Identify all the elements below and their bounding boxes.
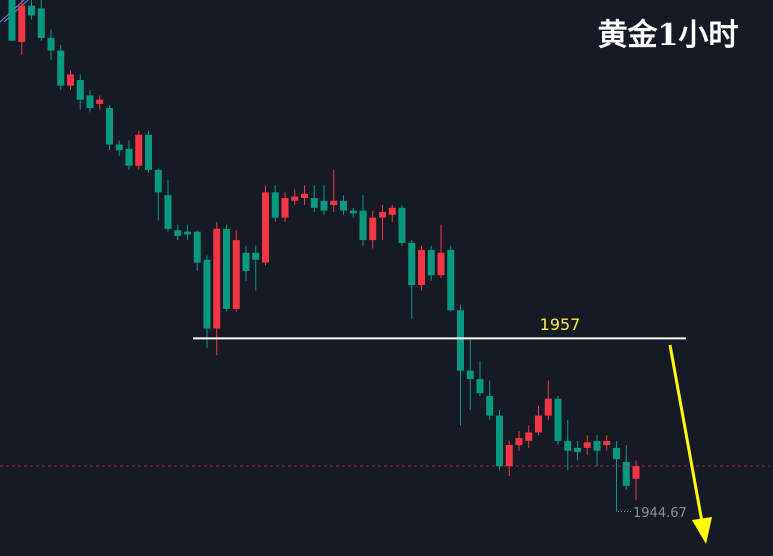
candle-body (408, 242, 416, 286)
candle-body (505, 445, 513, 467)
candle-body (457, 310, 464, 371)
candle-body (603, 440, 611, 446)
candle-body (379, 212, 386, 218)
candle-body (427, 249, 435, 276)
candle-body (437, 252, 445, 276)
candle-body (115, 144, 123, 151)
candle-body (486, 395, 494, 416)
candle-body (496, 415, 503, 467)
arrow-head (692, 517, 712, 544)
candle-body (213, 228, 221, 329)
candle-body (349, 210, 357, 214)
candle-body (184, 231, 191, 235)
price-marker-label: 1944.67 (633, 506, 687, 521)
chart-title: 黄金1小时 (598, 18, 739, 53)
candle-body (203, 259, 211, 329)
candle-body (525, 432, 533, 441)
candle-body (18, 5, 26, 43)
candle-body (145, 134, 152, 170)
candle-body (535, 415, 542, 433)
candle-body (418, 249, 425, 286)
candle-body (242, 252, 250, 271)
candle-body (515, 438, 523, 446)
candle-body (154, 169, 162, 193)
candle-body (96, 99, 104, 104)
candle-body (135, 134, 143, 166)
candle-body (583, 442, 591, 448)
candle-body (281, 197, 289, 218)
candle-body (223, 228, 230, 309)
candle-body (125, 148, 133, 166)
candle-body (593, 440, 601, 451)
candle-body (193, 231, 201, 263)
candle-body (8, 0, 16, 41)
candle-body (320, 200, 328, 211)
candle-body (28, 5, 35, 16)
candle-body (271, 192, 279, 218)
plot: 1957 1944.67 (0, 0, 773, 521)
candle-body (330, 200, 338, 205)
candle-body (574, 447, 581, 453)
candle-body (340, 200, 347, 211)
candle-body (544, 398, 552, 416)
candle-body (310, 197, 318, 208)
candle-body (262, 192, 269, 263)
candle-body (106, 108, 113, 145)
candle-body (57, 50, 65, 86)
candle-body (622, 461, 630, 486)
candle-body (301, 193, 308, 198)
arrow-shaft (668, 344, 704, 523)
candle-body (291, 196, 299, 201)
candle-body (67, 74, 74, 86)
level-label: 1957 (540, 315, 581, 334)
candle-body (476, 379, 484, 394)
trend-line (3, 0, 29, 23)
candle-body (164, 195, 172, 229)
candle-body (564, 440, 572, 451)
candle-body (632, 466, 640, 479)
candle-body (388, 207, 396, 215)
candle-body (466, 370, 474, 380)
candle-body (447, 249, 455, 311)
candle-body (554, 398, 562, 441)
candle-body (369, 217, 377, 241)
candle-body (174, 230, 182, 236)
candle-body (252, 252, 260, 260)
candle-body (613, 447, 620, 460)
candle-body (86, 95, 94, 109)
candle-body (76, 80, 84, 100)
candle-body (47, 37, 55, 51)
candle-body (232, 240, 240, 309)
candle-body (398, 207, 406, 243)
candle-body (359, 210, 367, 241)
candle-body (37, 8, 45, 38)
